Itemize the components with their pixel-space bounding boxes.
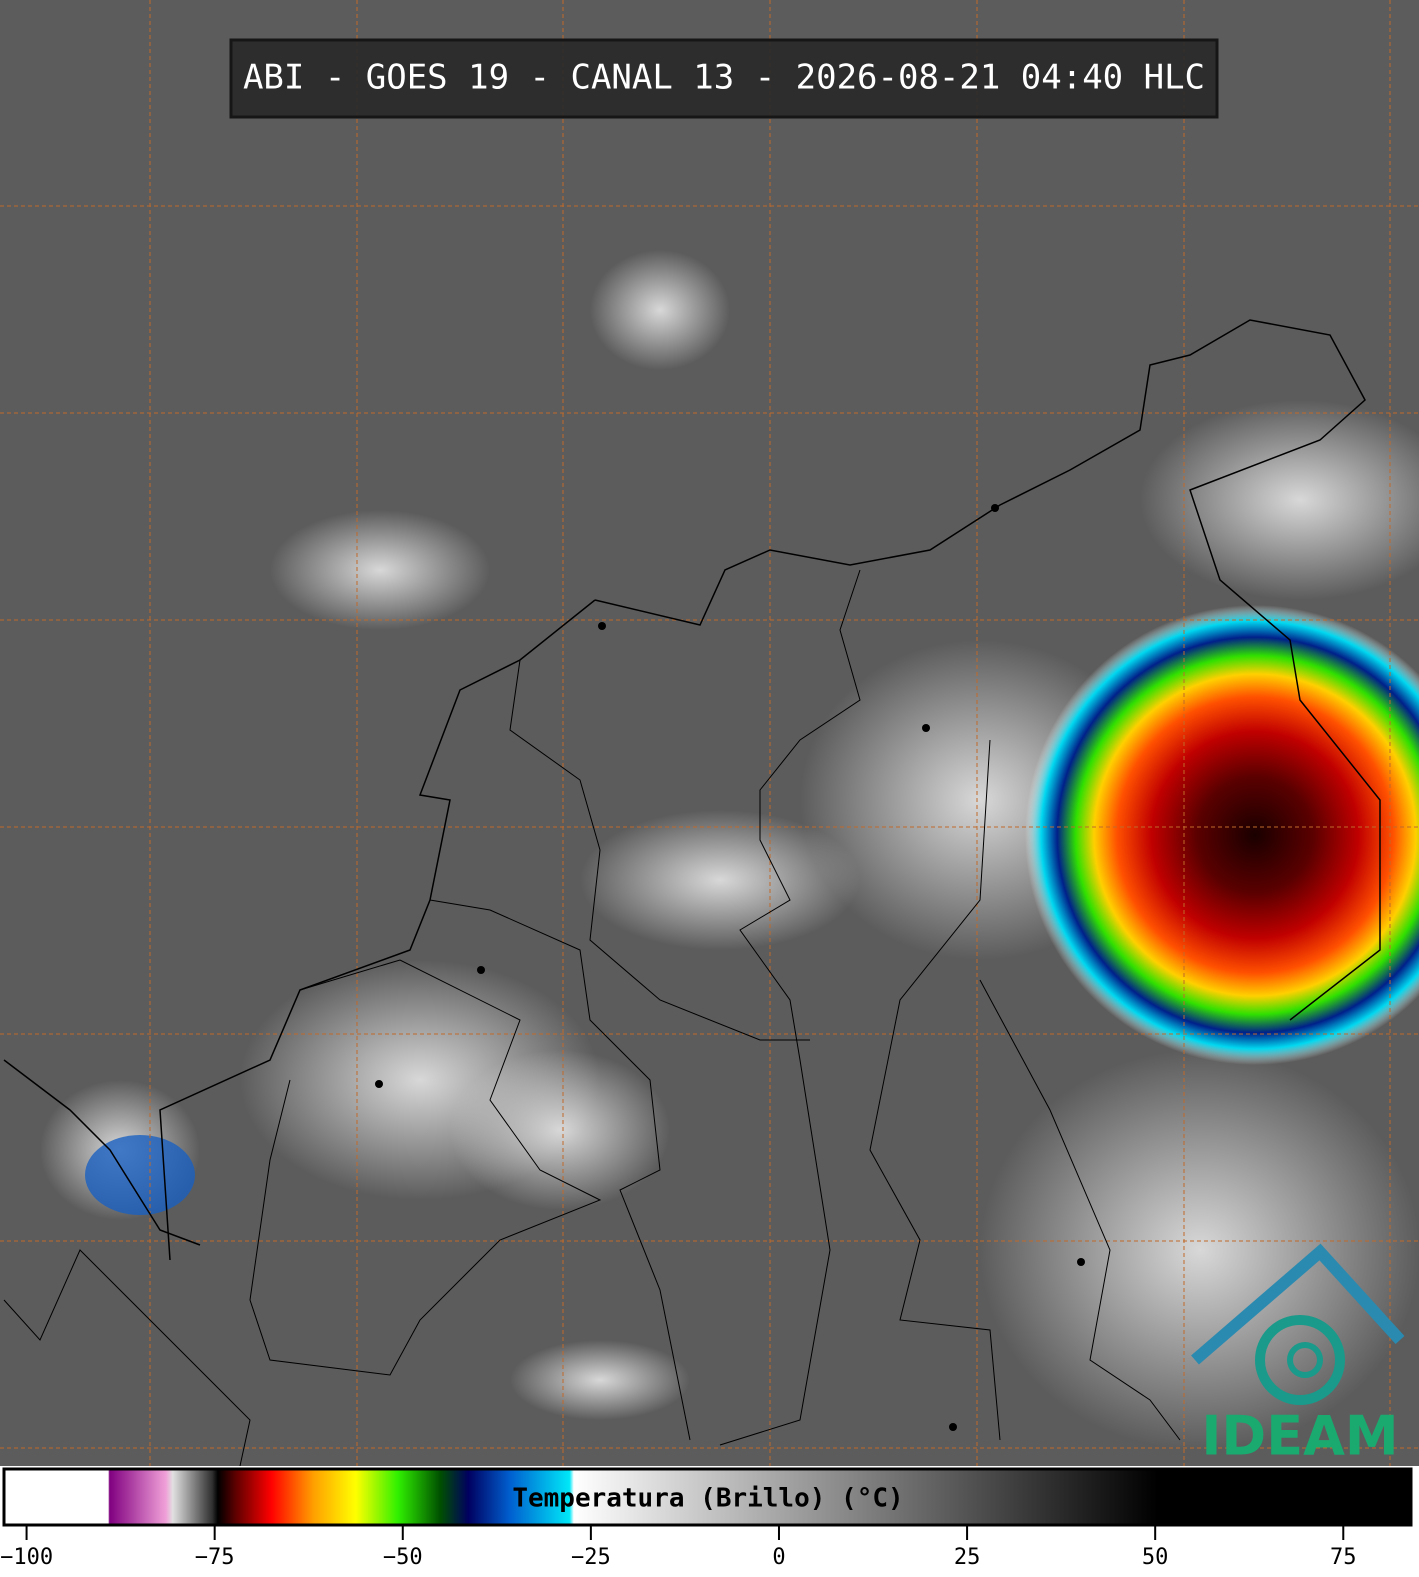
logo-text: IDEAM [1201,1405,1398,1468]
borders [3,569,1181,1467]
title: ABI - GOES 19 - CANAL 13 - 2026-08-21 04… [243,58,1205,98]
colorbar-tick-label: −75 [195,1545,235,1570]
colorbar-tick-label: 50 [1142,1545,1169,1570]
colorbar-tick-label: −25 [571,1545,611,1570]
graticule [0,0,1419,1466]
colorbar-label: Temperatura (Brillo) (°C) [512,1484,903,1514]
colorbar-ticks: −100 −75 −50 −25 0 25 50 75 [0,1526,1357,1570]
storm-cell [85,1135,195,1215]
colorbar-tick-label: 25 [954,1545,981,1570]
colorbar-tick-label: 0 [772,1545,785,1570]
colorbar-tick-label: 75 [1330,1545,1357,1570]
logo: IDEAM [1191,1243,1405,1468]
storm-cell [1025,605,1419,1065]
cities [375,504,1085,1431]
colorbar-tick-label: −100 [0,1545,53,1570]
colorbar-tick-label: −50 [383,1545,423,1570]
colorbar [2,1467,1413,1527]
title-box [229,38,1219,119]
